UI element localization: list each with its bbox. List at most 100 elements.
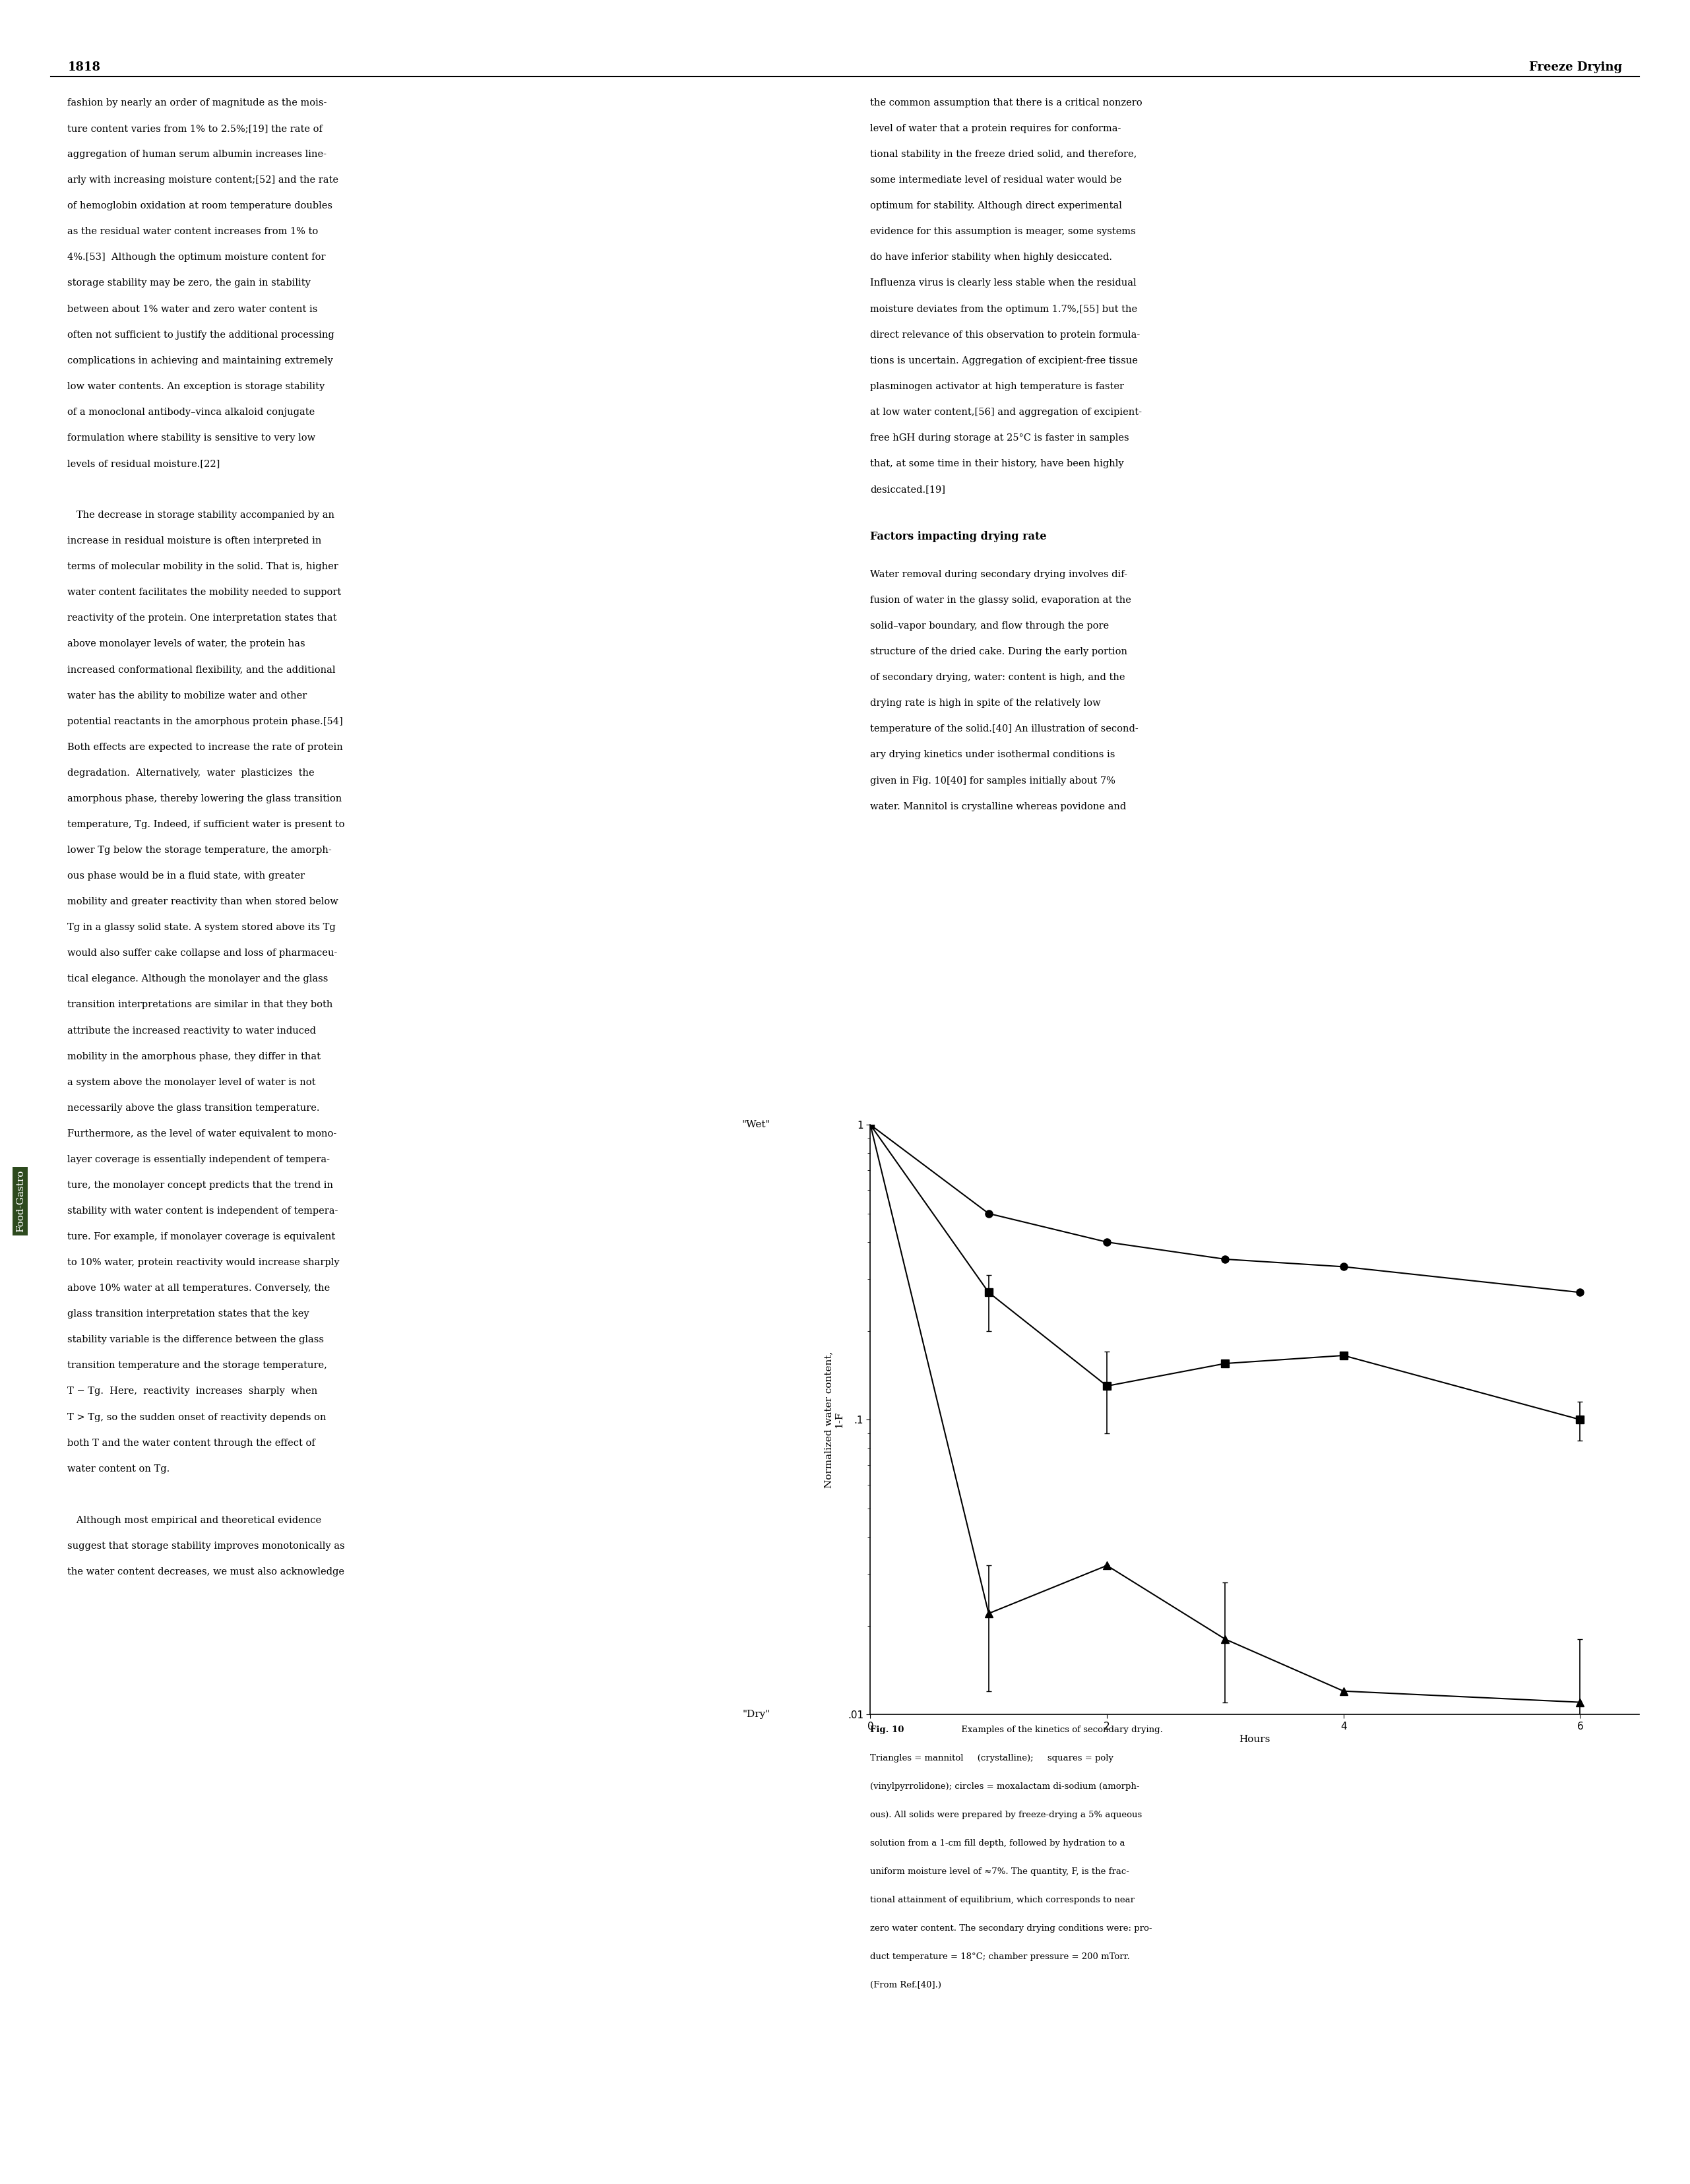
Text: of a monoclonal antibody–vinca alkaloid conjugate: of a monoclonal antibody–vinca alkaloid … (68, 408, 314, 417)
Text: ture content varies from 1% to 2.5%;[19] the rate of: ture content varies from 1% to 2.5%;[19]… (68, 124, 323, 133)
Text: water content facilitates the mobility needed to support: water content facilitates the mobility n… (68, 587, 341, 596)
Text: tical elegance. Although the monolayer and the glass: tical elegance. Although the monolayer a… (68, 974, 328, 983)
Text: "Dry": "Dry" (742, 1710, 771, 1719)
Text: Although most empirical and theoretical evidence: Although most empirical and theoretical … (68, 1516, 321, 1524)
Y-axis label: Normalized water content,
1-F: Normalized water content, 1-F (825, 1352, 843, 1487)
Text: the common assumption that there is a critical nonzero: the common assumption that there is a cr… (870, 98, 1142, 107)
Text: transition interpretations are similar in that they both: transition interpretations are similar i… (68, 1000, 333, 1009)
Text: Furthermore, as the level of water equivalent to mono-: Furthermore, as the level of water equiv… (68, 1129, 336, 1138)
Text: of hemoglobin oxidation at room temperature doubles: of hemoglobin oxidation at room temperat… (68, 201, 333, 210)
Text: Water removal during secondary drying involves dif-: Water removal during secondary drying in… (870, 570, 1127, 579)
Text: stability variable is the difference between the glass: stability variable is the difference bet… (68, 1334, 324, 1345)
Text: Both effects are expected to increase the rate of protein: Both effects are expected to increase th… (68, 743, 343, 751)
Text: of secondary drying, water: content is high, and the: of secondary drying, water: content is h… (870, 673, 1126, 681)
Text: between about 1% water and zero water content is: between about 1% water and zero water co… (68, 304, 318, 314)
Text: tional stability in the freeze dried solid, and therefore,: tional stability in the freeze dried sol… (870, 151, 1137, 159)
Text: ture. For example, if monolayer coverage is equivalent: ture. For example, if monolayer coverage… (68, 1232, 336, 1241)
Text: moisture deviates from the optimum 1.7%,[55] but the: moisture deviates from the optimum 1.7%,… (870, 304, 1137, 314)
Text: suggest that storage stability improves monotonically as: suggest that storage stability improves … (68, 1542, 345, 1551)
Text: drying rate is high in spite of the relatively low: drying rate is high in spite of the rela… (870, 699, 1100, 708)
Text: water content on Tg.: water content on Tg. (68, 1463, 171, 1474)
Text: reactivity of the protein. One interpretation states that: reactivity of the protein. One interpret… (68, 614, 336, 622)
Text: Food-Gastro: Food-Gastro (15, 1171, 25, 1232)
Text: increased conformational flexibility, and the additional: increased conformational flexibility, an… (68, 666, 336, 675)
Text: mobility and greater reactivity than when stored below: mobility and greater reactivity than whe… (68, 898, 338, 906)
Text: a system above the monolayer level of water is not: a system above the monolayer level of wa… (68, 1077, 316, 1088)
Text: 1818: 1818 (68, 61, 101, 72)
Text: temperature of the solid.[40] An illustration of second-: temperature of the solid.[40] An illustr… (870, 725, 1139, 734)
Text: degradation.  Alternatively,  water  plasticizes  the: degradation. Alternatively, water plasti… (68, 769, 314, 778)
Text: tional attainment of equilibrium, which corresponds to near: tional attainment of equilibrium, which … (870, 1896, 1136, 1904)
Text: lower Tg below the storage temperature, the amorph-: lower Tg below the storage temperature, … (68, 845, 331, 854)
Text: solution from a 1-cm fill depth, followed by hydration to a: solution from a 1-cm fill depth, followe… (870, 1839, 1126, 1848)
Text: Tg in a glassy solid state. A system stored above its Tg: Tg in a glassy solid state. A system sto… (68, 924, 336, 933)
Text: Factors impacting drying rate: Factors impacting drying rate (870, 531, 1046, 542)
Text: Fig. 10: Fig. 10 (870, 1725, 904, 1734)
Text: often not sufficient to justify the additional processing: often not sufficient to justify the addi… (68, 330, 335, 339)
Text: ary drying kinetics under isothermal conditions is: ary drying kinetics under isothermal con… (870, 751, 1115, 760)
Text: plasminogen activator at high temperature is faster: plasminogen activator at high temperatur… (870, 382, 1124, 391)
Text: T > Tg, so the sudden onset of reactivity depends on: T > Tg, so the sudden onset of reactivit… (68, 1413, 326, 1422)
Text: stability with water content is independent of tempera-: stability with water content is independ… (68, 1206, 338, 1216)
Text: mobility in the amorphous phase, they differ in that: mobility in the amorphous phase, they di… (68, 1053, 321, 1061)
Text: desiccated.[19]: desiccated.[19] (870, 485, 945, 494)
Text: above monolayer levels of water, the protein has: above monolayer levels of water, the pro… (68, 640, 306, 649)
Text: water has the ability to mobilize water and other: water has the ability to mobilize water … (68, 690, 308, 701)
Text: increase in residual moisture is often interpreted in: increase in residual moisture is often i… (68, 537, 321, 546)
Text: transition temperature and the storage temperature,: transition temperature and the storage t… (68, 1361, 328, 1369)
Text: both T and the water content through the effect of: both T and the water content through the… (68, 1439, 316, 1448)
Text: given in Fig. 10[40] for samples initially about 7%: given in Fig. 10[40] for samples initial… (870, 775, 1115, 786)
Text: (vinylpyrrolidone); circles = moxalactam di-sodium (amorph-: (vinylpyrrolidone); circles = moxalactam… (870, 1782, 1139, 1791)
Text: to 10% water, protein reactivity would increase sharply: to 10% water, protein reactivity would i… (68, 1258, 340, 1267)
Text: 4%.[53]  Although the optimum moisture content for: 4%.[53] Although the optimum moisture co… (68, 253, 326, 262)
Text: complications in achieving and maintaining extremely: complications in achieving and maintaini… (68, 356, 333, 365)
Text: ous phase would be in a fluid state, with greater: ous phase would be in a fluid state, wit… (68, 871, 306, 880)
X-axis label: Hours: Hours (1239, 1734, 1271, 1745)
Text: fusion of water in the glassy solid, evaporation at the: fusion of water in the glassy solid, eva… (870, 596, 1132, 605)
Text: direct relevance of this observation to protein formula-: direct relevance of this observation to … (870, 330, 1141, 339)
Text: fashion by nearly an order of magnitude as the mois-: fashion by nearly an order of magnitude … (68, 98, 328, 107)
Text: arly with increasing moisture content;[52] and the rate: arly with increasing moisture content;[5… (68, 175, 338, 186)
Text: free hGH during storage at 25°C is faster in samples: free hGH during storage at 25°C is faste… (870, 432, 1129, 443)
Text: some intermediate level of residual water would be: some intermediate level of residual wate… (870, 175, 1122, 186)
Text: level of water that a protein requires for conforma-: level of water that a protein requires f… (870, 124, 1120, 133)
Text: Influenza virus is clearly less stable when the residual: Influenza virus is clearly less stable w… (870, 280, 1137, 288)
Text: solid–vapor boundary, and flow through the pore: solid–vapor boundary, and flow through t… (870, 622, 1109, 631)
Text: (From Ref.[40].): (From Ref.[40].) (870, 1981, 941, 1990)
Text: the water content decreases, we must also acknowledge: the water content decreases, we must als… (68, 1568, 345, 1577)
Text: ous). All solids were prepared by freeze-drying a 5% aqueous: ous). All solids were prepared by freeze… (870, 1811, 1142, 1819)
Text: structure of the dried cake. During the early portion: structure of the dried cake. During the … (870, 646, 1127, 657)
Text: above 10% water at all temperatures. Conversely, the: above 10% water at all temperatures. Con… (68, 1284, 330, 1293)
Text: duct temperature = 18°C; chamber pressure = 200 mTorr.: duct temperature = 18°C; chamber pressur… (870, 1952, 1131, 1961)
Text: formulation where stability is sensitive to very low: formulation where stability is sensitive… (68, 432, 316, 443)
Text: T − Tg.  Here,  reactivity  increases  sharply  when: T − Tg. Here, reactivity increases sharp… (68, 1387, 318, 1396)
Text: glass transition interpretation states that the key: glass transition interpretation states t… (68, 1310, 309, 1319)
Text: evidence for this assumption is meager, some systems: evidence for this assumption is meager, … (870, 227, 1136, 236)
Text: would also suffer cake collapse and loss of pharmaceu-: would also suffer cake collapse and loss… (68, 948, 338, 959)
Text: necessarily above the glass transition temperature.: necessarily above the glass transition t… (68, 1103, 319, 1112)
Text: attribute the increased reactivity to water induced: attribute the increased reactivity to wa… (68, 1026, 316, 1035)
Text: Freeze Drying: Freeze Drying (1529, 61, 1622, 72)
Text: do have inferior stability when highly desiccated.: do have inferior stability when highly d… (870, 253, 1112, 262)
Text: ture, the monolayer concept predicts that the trend in: ture, the monolayer concept predicts tha… (68, 1182, 333, 1190)
Text: water. Mannitol is crystalline whereas povidone and: water. Mannitol is crystalline whereas p… (870, 802, 1127, 810)
Text: Examples of the kinetics of secondary drying.: Examples of the kinetics of secondary dr… (958, 1725, 1163, 1734)
Text: storage stability may be zero, the gain in stability: storage stability may be zero, the gain … (68, 280, 311, 288)
Text: potential reactants in the amorphous protein phase.[54]: potential reactants in the amorphous pro… (68, 716, 343, 725)
Text: at low water content,[56] and aggregation of excipient-: at low water content,[56] and aggregatio… (870, 408, 1142, 417)
Text: as the residual water content increases from 1% to: as the residual water content increases … (68, 227, 318, 236)
Text: levels of residual moisture.[22]: levels of residual moisture.[22] (68, 459, 220, 467)
Text: "Wet": "Wet" (742, 1120, 771, 1129)
Text: low water contents. An exception is storage stability: low water contents. An exception is stor… (68, 382, 324, 391)
Text: aggregation of human serum albumin increases line-: aggregation of human serum albumin incre… (68, 151, 326, 159)
Text: optimum for stability. Although direct experimental: optimum for stability. Although direct e… (870, 201, 1122, 210)
Text: terms of molecular mobility in the solid. That is, higher: terms of molecular mobility in the solid… (68, 561, 338, 572)
Text: zero water content. The secondary drying conditions were: pro-: zero water content. The secondary drying… (870, 1924, 1153, 1933)
Text: layer coverage is essentially independent of tempera-: layer coverage is essentially independen… (68, 1155, 330, 1164)
Text: Triangles = mannitol     (crystalline);     squares = poly: Triangles = mannitol (crystalline); squa… (870, 1754, 1114, 1762)
Text: temperature, Tg. Indeed, if sufficient water is present to: temperature, Tg. Indeed, if sufficient w… (68, 819, 345, 830)
Text: tions is uncertain. Aggregation of excipient-free tissue: tions is uncertain. Aggregation of excip… (870, 356, 1137, 365)
Text: The decrease in storage stability accompanied by an: The decrease in storage stability accomp… (68, 511, 335, 520)
Text: that, at some time in their history, have been highly: that, at some time in their history, hav… (870, 459, 1124, 467)
Text: amorphous phase, thereby lowering the glass transition: amorphous phase, thereby lowering the gl… (68, 795, 341, 804)
